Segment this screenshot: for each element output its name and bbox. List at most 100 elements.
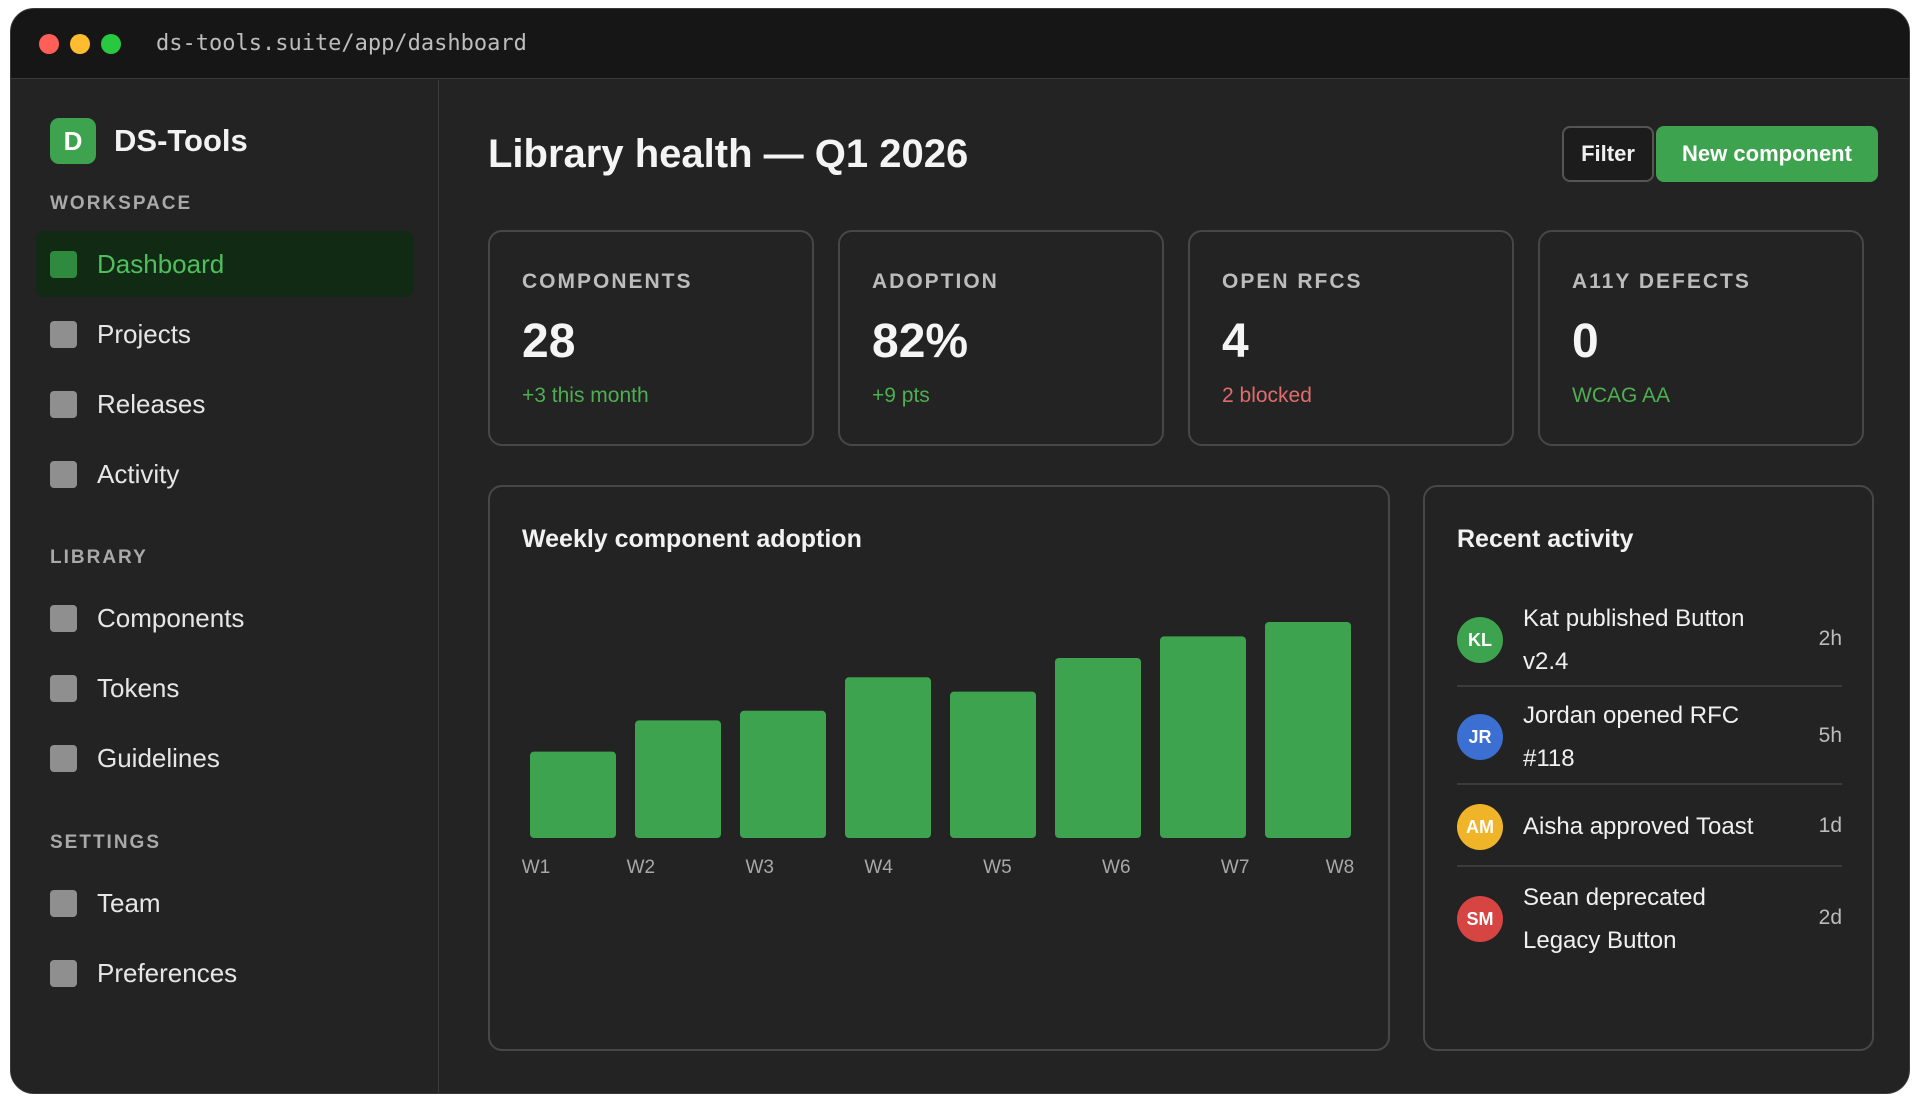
sidebar-item-guidelines[interactable]: Guidelines xyxy=(36,725,414,791)
browser-titlebar: ds-tools.suite/app/dashboard xyxy=(11,9,1909,79)
minimize-window-button[interactable] xyxy=(70,34,90,54)
activity-icon xyxy=(50,460,77,488)
sidebar-item-label: Team xyxy=(97,887,161,918)
activity-item[interactable]: SM Sean deprecated Legacy Button 2d xyxy=(1457,869,1842,969)
maximize-window-button[interactable] xyxy=(101,34,121,54)
activity-time: 2d xyxy=(1818,906,1842,929)
brand-logo: D xyxy=(50,118,96,164)
url-bar[interactable]: ds-tools.suite/app/dashboard xyxy=(156,31,527,56)
activity-text-line2: v2.4 xyxy=(1523,648,1569,675)
activity-title: Recent activity xyxy=(1457,525,1634,553)
activity-text-line1: Sean deprecated xyxy=(1523,884,1706,911)
activity-text: Aisha approved Toast xyxy=(1523,805,1813,848)
x-tick-label: W7 xyxy=(1221,857,1250,878)
new-component-button[interactable]: New component xyxy=(1656,126,1878,182)
activity-item[interactable]: AM Aisha approved Toast 1d xyxy=(1457,787,1842,867)
x-tick-label: W1 xyxy=(522,857,551,878)
sidebar-item-label: Guidelines xyxy=(97,742,220,773)
activity-text-line1: Jordan opened RFC xyxy=(1523,702,1740,729)
filter-button[interactable]: Filter xyxy=(1562,126,1654,182)
sidebar: D DS-Tools WORKSPACE Dashboard Projects … xyxy=(11,80,439,1093)
stat-sub: WCAG AA xyxy=(1572,384,1671,407)
sidebar-item-dashboard[interactable]: Dashboard xyxy=(36,231,414,297)
sidebar-item-activity[interactable]: Activity xyxy=(36,441,414,507)
stat-sub: +9 pts xyxy=(872,384,930,407)
bar-w5 xyxy=(950,691,1036,838)
stat-value: 0 xyxy=(1572,315,1599,368)
app-window: ds-tools.suite/app/dashboard D DS-Tools … xyxy=(10,8,1910,1094)
avatar: SM xyxy=(1457,896,1503,942)
sidebar-item-label: Preferences xyxy=(97,957,238,988)
bar-w3 xyxy=(740,710,826,838)
preferences-icon xyxy=(50,959,77,987)
activity-time: 2h xyxy=(1818,627,1842,650)
stat-label: COMPONENTS xyxy=(522,270,693,293)
sidebar-item-tokens[interactable]: Tokens xyxy=(36,655,414,721)
activity-time: 1d xyxy=(1818,814,1842,837)
bar-w8 xyxy=(1265,622,1351,838)
activity-text: Jordan opened RFC #118 xyxy=(1523,694,1783,780)
stat-card-components: COMPONENTS 28 +3 this month xyxy=(488,230,814,446)
activity-item[interactable]: KL Kat published Button v2.4 2h xyxy=(1457,593,1842,687)
x-tick-label: W5 xyxy=(983,857,1012,878)
guidelines-icon xyxy=(50,744,77,772)
components-icon xyxy=(50,604,77,632)
avatar: AM xyxy=(1457,804,1503,850)
x-tick-label: W4 xyxy=(864,857,893,878)
x-tick-label: W6 xyxy=(1102,857,1131,878)
stat-value: 82% xyxy=(872,315,969,368)
recent-activity-card: Recent activity KL Kat published Button … xyxy=(1423,485,1874,1051)
bar-w2 xyxy=(635,720,721,838)
stat-value: 4 xyxy=(1222,315,1249,368)
adoption-chart-card: Weekly component adoption W1 W2 W3 W4 W5 W6 W7… xyxy=(488,485,1390,1051)
bar-w6 xyxy=(1055,658,1141,838)
activity-text: Sean deprecated Legacy Button xyxy=(1523,876,1783,962)
sidebar-item-preferences[interactable]: Preferences xyxy=(36,940,414,1006)
page-title: Library health — Q1 2026 xyxy=(488,132,969,176)
x-tick-label: W3 xyxy=(745,857,774,878)
stat-sub: 2 blocked xyxy=(1222,384,1312,407)
activity-time: 5h xyxy=(1818,724,1842,747)
brand[interactable]: D DS-Tools xyxy=(50,118,248,164)
avatar: KL xyxy=(1457,617,1503,663)
stat-value: 28 xyxy=(522,315,576,368)
section-label-workspace: WORKSPACE xyxy=(50,193,193,214)
sidebar-item-components[interactable]: Components xyxy=(36,585,414,651)
stat-card-a11y-defects: A11Y DEFECTS 0 WCAG AA xyxy=(1538,230,1864,446)
close-window-button[interactable] xyxy=(39,34,59,54)
stat-label: OPEN RFCS xyxy=(1222,270,1363,293)
team-icon xyxy=(50,889,77,917)
activity-text-line2: Legacy Button xyxy=(1523,927,1677,954)
sidebar-item-releases[interactable]: Releases xyxy=(36,371,414,437)
stat-card-open-rfcs: OPEN RFCS 4 2 blocked xyxy=(1188,230,1514,446)
sidebar-item-label: Tokens xyxy=(97,672,180,703)
activity-text-line2: #118 xyxy=(1523,745,1575,772)
activity-text: Kat published Button v2.4 xyxy=(1523,597,1783,683)
x-tick-label: W8 xyxy=(1326,857,1355,878)
activity-text-line1: Kat published Button xyxy=(1523,605,1745,632)
sidebar-item-label: Releases xyxy=(97,388,206,419)
sidebar-item-team[interactable]: Team xyxy=(36,870,414,936)
bar-w1 xyxy=(530,751,616,838)
stat-label: ADOPTION xyxy=(872,270,999,293)
bar-w7 xyxy=(1160,636,1246,838)
sidebar-item-projects[interactable]: Projects xyxy=(36,301,414,367)
sidebar-item-label: Activity xyxy=(97,458,180,489)
bar-w4 xyxy=(845,677,931,838)
x-tick-label: W2 xyxy=(627,857,656,878)
adoption-bar-chart: W1 W2 W3 W4 W5 W6 W7 W8 xyxy=(522,622,1355,878)
section-label-settings: SETTINGS xyxy=(50,832,162,853)
projects-icon xyxy=(50,320,77,348)
sidebar-item-label: Projects xyxy=(97,318,191,349)
stat-label: A11Y DEFECTS xyxy=(1572,270,1751,293)
brand-name: DS-Tools xyxy=(114,123,248,158)
sidebar-item-label: Dashboard xyxy=(97,248,225,279)
stat-sub: +3 this month xyxy=(522,384,649,407)
sidebar-item-label: Components xyxy=(97,602,245,633)
section-label-library: LIBRARY xyxy=(50,547,148,568)
main-content: Library health — Q1 2026 Filter New comp… xyxy=(440,80,1909,1093)
chart-title: Weekly component adoption xyxy=(522,525,862,553)
activity-item[interactable]: JR Jordan opened RFC #118 5h xyxy=(1457,689,1842,785)
activity-text-line1: Aisha approved Toast xyxy=(1523,813,1754,840)
stat-card-adoption: ADOPTION 82% +9 pts xyxy=(838,230,1164,446)
